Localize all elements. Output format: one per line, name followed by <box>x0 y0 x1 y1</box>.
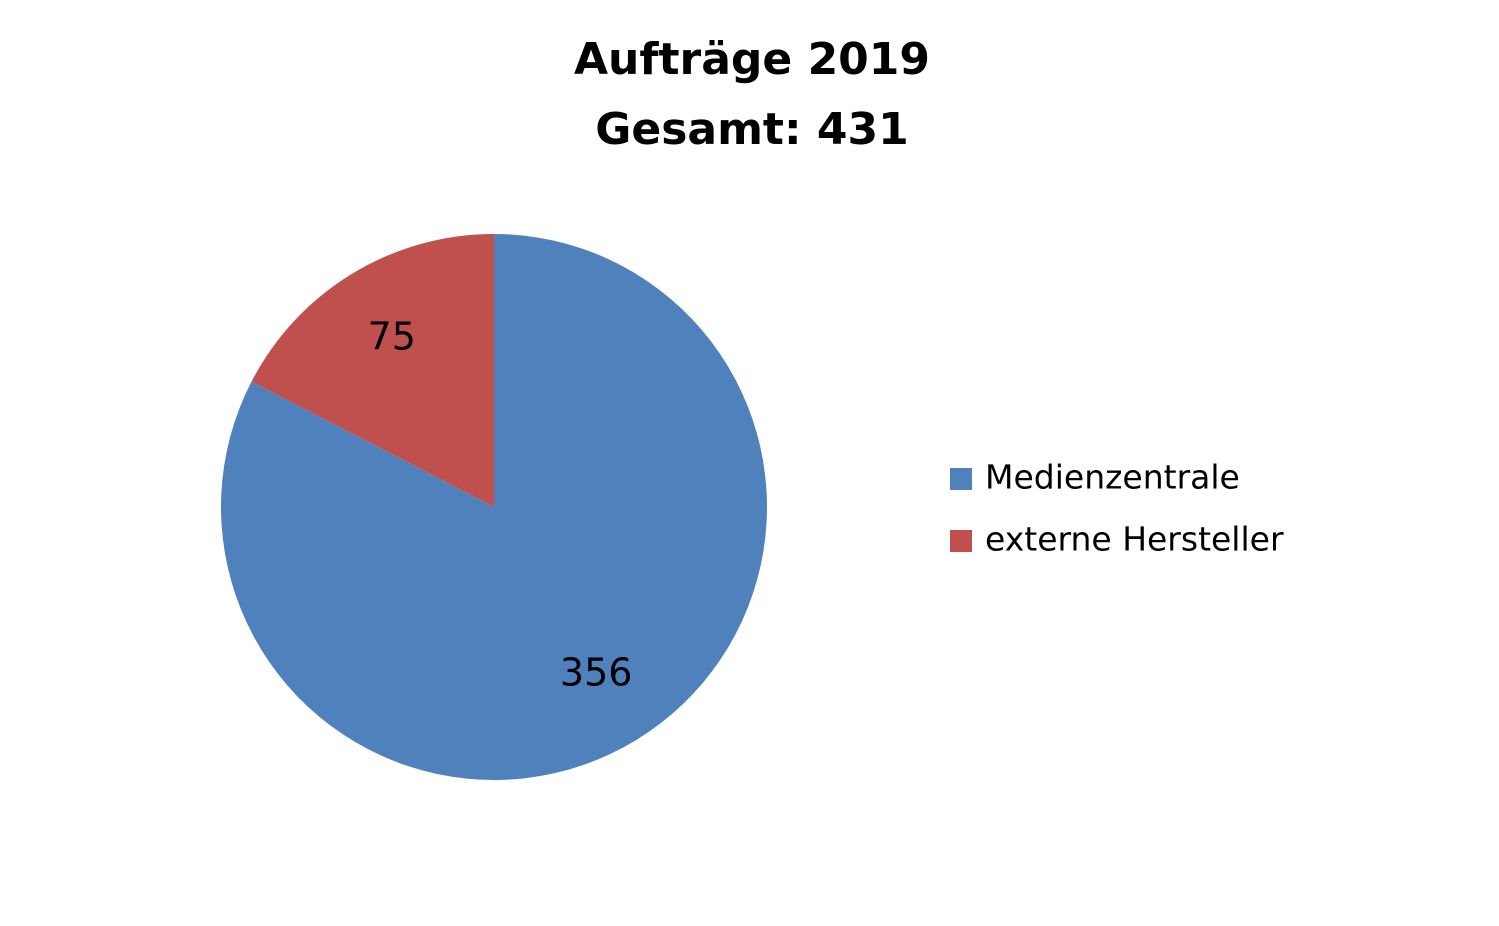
legend-swatch <box>950 468 972 490</box>
data-label: 356 <box>560 650 633 694</box>
chart-title: Aufträge 2019 <box>574 34 930 85</box>
data-label: 75 <box>368 315 416 359</box>
legend-label: externe Hersteller <box>985 520 1284 559</box>
pie-slice <box>251 233 494 507</box>
chart-subtitle: Gesamt: 431 <box>595 104 908 155</box>
legend-label: Medienzentrale <box>985 458 1240 497</box>
legend-swatch <box>950 530 972 552</box>
